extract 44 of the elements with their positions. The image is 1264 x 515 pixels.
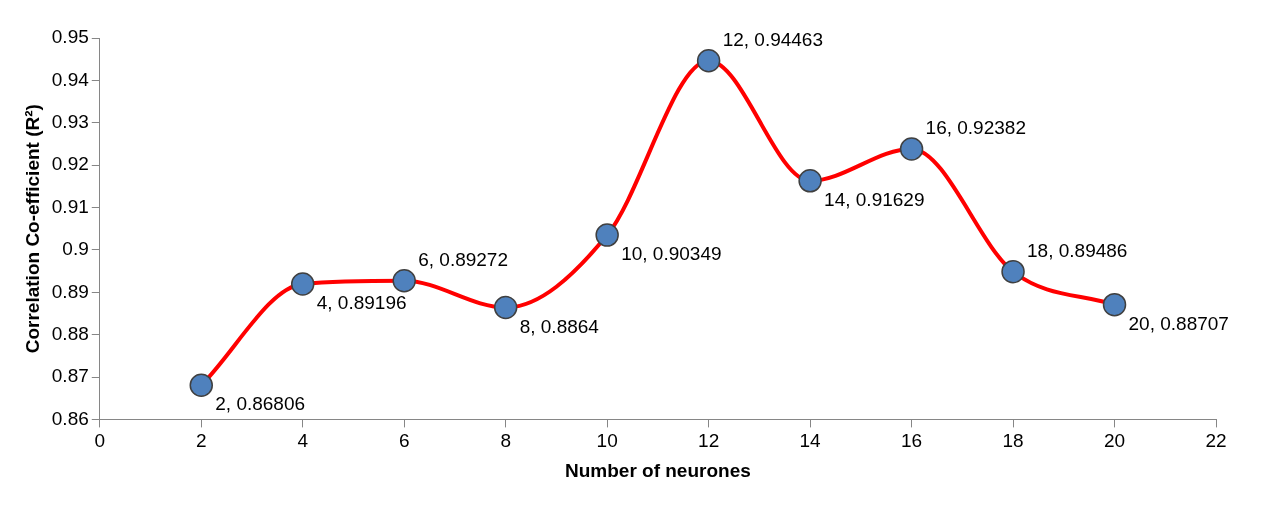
x-tick-label: 16 xyxy=(901,430,923,452)
y-tick-label: 0.9 xyxy=(62,238,89,260)
y-tick-label: 0.89 xyxy=(51,280,89,302)
x-tick-label: 2 xyxy=(195,430,207,452)
y-axis-title: Correlation Co-efficient (R²) xyxy=(21,104,43,354)
y-tick-label: 0.87 xyxy=(51,365,89,387)
point xyxy=(899,137,924,161)
data-label: 10, 0.90349 xyxy=(621,243,722,265)
x-tick-label: 12 xyxy=(698,430,720,452)
data-label: 2, 0.86806 xyxy=(215,393,306,415)
y-tick-label: 0.86 xyxy=(51,407,89,429)
point xyxy=(1102,292,1127,317)
data-label: 14, 0.91629 xyxy=(824,189,925,211)
y-tick-label: 0.94 xyxy=(51,68,90,90)
x-tick-label: 6 xyxy=(398,430,410,452)
point xyxy=(595,223,619,247)
point xyxy=(290,272,315,296)
data-label: 18, 0.89486 xyxy=(1027,239,1128,261)
y-tick-label: 0.88 xyxy=(51,322,89,344)
data-label: 6, 0.89272 xyxy=(418,248,509,270)
x-tick-label: 10 xyxy=(596,430,618,452)
x-tick-label: 0 xyxy=(94,430,106,452)
point xyxy=(1001,259,1025,284)
y-tick-label: 0.92 xyxy=(51,153,89,175)
data-label: 12, 0.94463 xyxy=(722,28,823,50)
y-tick-label: 0.91 xyxy=(51,195,89,217)
x-tick-label: 18 xyxy=(1002,430,1024,452)
x-axis-title: Number of neurones xyxy=(564,459,751,481)
x-tick-label: 20 xyxy=(1103,430,1126,452)
y-tick-label: 0.93 xyxy=(51,110,89,132)
point xyxy=(493,295,518,320)
point xyxy=(798,169,822,193)
x-tick-label: 4 xyxy=(297,430,309,452)
x-tick-label: 22 xyxy=(1205,430,1227,452)
point xyxy=(189,373,213,397)
y-tick-label: 0.95 xyxy=(51,26,89,48)
data-label: 8, 0.8864 xyxy=(519,315,600,337)
point xyxy=(696,49,721,73)
x-tick-label: 14 xyxy=(799,430,822,452)
x-tick-label: 8 xyxy=(500,430,511,452)
data-label: 16, 0.92382 xyxy=(925,117,1026,139)
data-label: 20, 0.88707 xyxy=(1128,312,1229,334)
point xyxy=(392,268,416,293)
data-label: 4, 0.89196 xyxy=(316,292,407,314)
